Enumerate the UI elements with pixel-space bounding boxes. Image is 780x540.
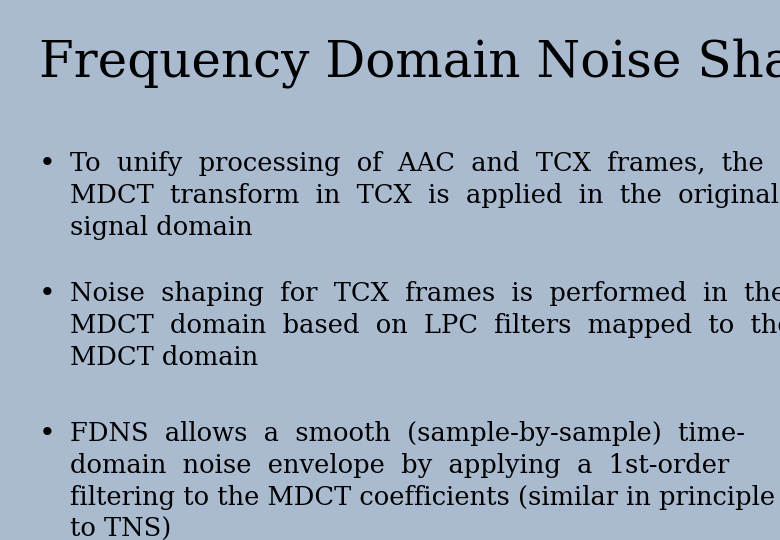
Text: Frequency Domain Noise Shaping: Frequency Domain Noise Shaping (39, 38, 780, 88)
Text: Noise  shaping  for  TCX  frames  is  performed  in  the
MDCT  domain  based  on: Noise shaping for TCX frames is performe… (70, 281, 780, 370)
Text: •: • (39, 421, 55, 448)
Text: FDNS  allows  a  smooth  (sample-by-sample)  time-
domain  noise  envelope  by  : FDNS allows a smooth (sample-by-sample) … (70, 421, 775, 540)
Text: •: • (39, 151, 55, 178)
Text: •: • (39, 281, 55, 308)
Text: To  unify  processing  of  AAC  and  TCX  frames,  the
MDCT  transform  in  TCX : To unify processing of AAC and TCX frame… (70, 151, 779, 240)
